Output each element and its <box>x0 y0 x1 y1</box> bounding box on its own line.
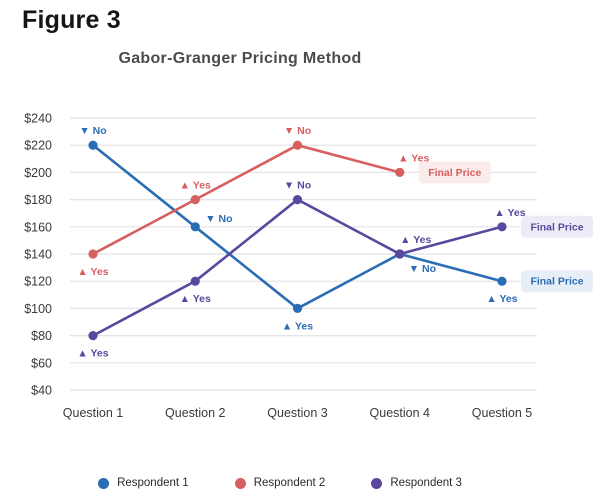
point-annotation: ▲ Yes <box>398 152 429 164</box>
chart-legend: Respondent 1 Respondent 2 Respondent 3 <box>0 477 560 489</box>
figure-label: Figure 3 <box>22 6 121 34</box>
x-axis-label: Question 4 <box>370 406 431 420</box>
y-tick-label: $120 <box>24 275 52 289</box>
y-tick-label: $100 <box>24 302 52 316</box>
legend-label: Respondent 1 <box>117 477 189 489</box>
point-annotation: ▲ Yes <box>282 320 313 332</box>
data-point <box>88 140 98 150</box>
legend-label: Respondent 3 <box>390 477 462 489</box>
final-price-badge <box>521 215 593 238</box>
y-tick-label: $180 <box>24 193 52 207</box>
point-annotation: ▼ No <box>79 125 106 137</box>
data-point <box>395 167 405 177</box>
data-point <box>190 222 200 232</box>
point-annotation: ▼ No <box>284 180 311 192</box>
x-axis-label: Question 3 <box>267 406 328 420</box>
legend-dot-icon <box>234 477 246 489</box>
legend-dot-icon <box>371 477 383 489</box>
y-tick-label: $60 <box>31 356 52 370</box>
point-annotation: ▲ Yes <box>180 180 211 192</box>
chart-title: Gabor-Granger Pricing Method <box>118 50 362 67</box>
y-tick-label: $220 <box>24 139 52 153</box>
data-point <box>497 276 507 286</box>
final-price-label: Final Price <box>530 276 583 288</box>
point-annotation: ▲ Yes <box>486 293 517 305</box>
series-line <box>91 143 402 256</box>
data-point <box>88 249 98 259</box>
data-point <box>497 222 507 232</box>
legend-dot-icon <box>98 477 110 489</box>
x-axis-label: Question 2 <box>165 406 226 420</box>
y-tick-label: $140 <box>24 248 52 262</box>
y-tick-label: $240 <box>24 112 52 126</box>
data-point <box>88 331 98 341</box>
point-annotation: ▲ Yes <box>494 207 525 219</box>
point-annotation: ▼ No <box>205 213 232 225</box>
y-tick-label: $160 <box>24 220 52 234</box>
y-tick-label: $200 <box>24 166 52 180</box>
legend-label: Respondent 2 <box>253 477 326 489</box>
point-annotation: ▲ Yes <box>180 293 211 305</box>
point-annotation: ▲ Yes <box>400 234 431 246</box>
data-point <box>292 140 303 150</box>
final-price-label: Final Price <box>428 167 481 179</box>
data-point <box>292 195 303 205</box>
final-price-label: Final Price <box>530 221 583 233</box>
data-point <box>190 195 200 205</box>
x-axis-label: Question 1 <box>63 406 124 420</box>
x-axis-label: Question 5 <box>472 406 533 420</box>
legend-item: Respondent 1 <box>98 477 189 489</box>
data-point <box>190 276 200 286</box>
point-annotation: ▲ Yes <box>77 266 108 278</box>
point-annotation: ▼ No <box>409 263 436 275</box>
data-point <box>395 249 405 259</box>
y-tick-label: $40 <box>31 384 52 398</box>
final-price-badge <box>521 270 593 293</box>
point-annotation: ▲ Yes <box>77 348 108 360</box>
legend-item: Respondent 3 <box>371 477 462 489</box>
y-tick-label: $80 <box>31 329 52 343</box>
point-annotation: ▼ No <box>284 125 311 137</box>
final-price-badge <box>418 161 491 184</box>
legend-item: Respondent 2 <box>234 477 326 489</box>
data-point <box>292 303 303 313</box>
